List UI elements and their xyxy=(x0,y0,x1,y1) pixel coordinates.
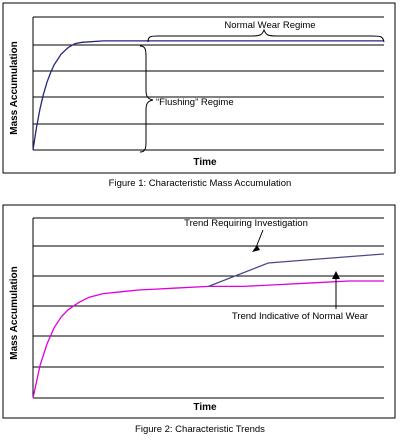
figure1-caption: Figure 1: Characteristic Mass Accumulati… xyxy=(108,178,292,189)
figure2-x-axis-label: Time xyxy=(193,402,217,413)
normal-wear-label: Normal Wear Regime xyxy=(224,20,315,31)
figure2-panel xyxy=(2,204,396,419)
series-line-1 xyxy=(32,280,384,399)
normal-wear-trend-label: Trend Indicative of Normal Wear xyxy=(232,311,368,322)
series-line-1 xyxy=(32,40,384,151)
figure2-plot xyxy=(32,217,385,399)
normal-wear-brace xyxy=(147,28,385,43)
figure1-plot xyxy=(32,16,384,151)
figure1-x-axis-label: Time xyxy=(193,157,217,168)
investigation-trend-label: Trend Requiring Investigation xyxy=(184,218,308,229)
flushing-label: “Flushing” Regime xyxy=(156,97,234,108)
investigation-arrow-head xyxy=(252,245,260,252)
figure1-panel xyxy=(2,2,396,174)
figure2-caption: Figure 2: Characteristic Trends xyxy=(135,424,265,435)
flushing-brace xyxy=(139,45,154,153)
figure2-y-axis-label: Mass Accumulation xyxy=(9,266,20,360)
series-line-2 xyxy=(208,253,385,288)
figure1-y-axis-label: Mass Accumulation xyxy=(9,41,20,135)
normal-wear-arrow-head xyxy=(332,271,340,279)
